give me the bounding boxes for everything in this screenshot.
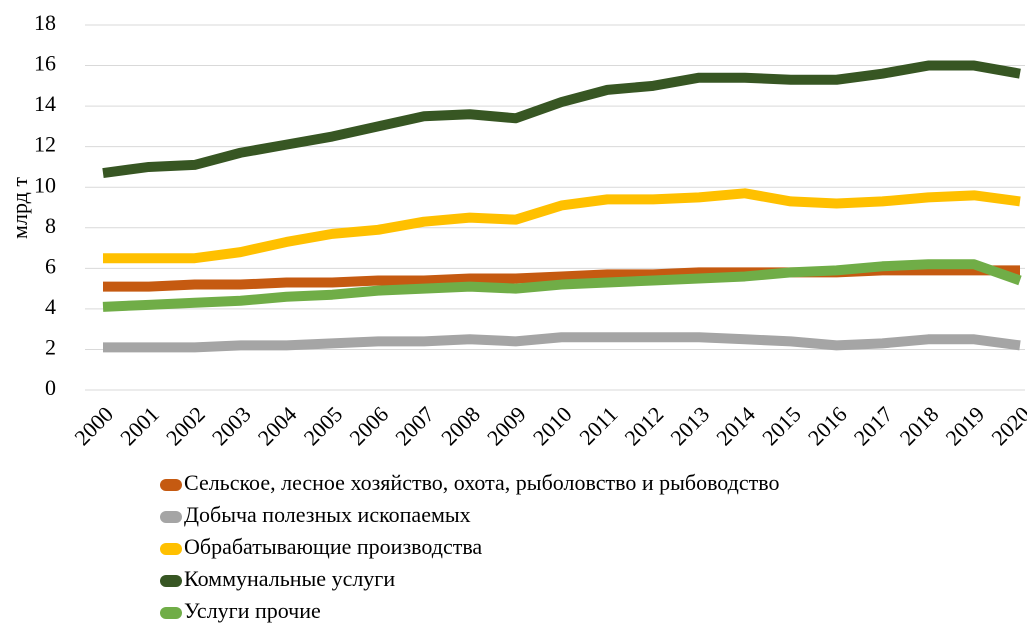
- x-tick-label: 2003: [207, 401, 256, 450]
- x-tick-label: 2006: [344, 401, 393, 450]
- x-tick-label: 2005: [299, 401, 348, 450]
- x-tick-label: 2016: [803, 401, 852, 450]
- y-tick-label: 10: [34, 172, 56, 197]
- series-line: [102, 259, 1022, 312]
- series-line: [102, 60, 1021, 178]
- legend-label: Добыча полезных ископаемых: [184, 502, 471, 527]
- series-line: [103, 188, 1021, 264]
- x-tick-label: 2013: [665, 401, 714, 450]
- x-tick-label: 2007: [390, 401, 439, 450]
- y-tick-label: 12: [34, 132, 56, 157]
- y-tick-label: 16: [34, 51, 56, 76]
- x-tick-label: 2019: [940, 401, 989, 450]
- x-tick-label: 2004: [253, 401, 302, 450]
- y-tick-label: 0: [45, 375, 56, 400]
- x-tick-label: 2002: [161, 401, 210, 450]
- y-tick-label: 14: [34, 91, 56, 116]
- legend-label: Услуги прочие: [184, 598, 321, 623]
- x-tick-label: 2011: [574, 401, 622, 449]
- x-tick-label: 2015: [757, 401, 806, 450]
- y-tick-label: 8: [45, 213, 56, 238]
- x-tick-label: 2000: [69, 401, 118, 450]
- x-tick-label: 2008: [436, 401, 485, 450]
- x-tick-label: 2014: [711, 401, 760, 450]
- x-tick-label: 2020: [986, 401, 1027, 450]
- legend-label: Сельское, лесное хозяйство, охота, рыбол…: [184, 470, 779, 495]
- y-tick-label: 2: [45, 334, 56, 359]
- y-tick-label: 6: [45, 253, 56, 278]
- x-tick-label: 2009: [482, 401, 531, 450]
- series-line: [103, 332, 1021, 353]
- y-tick-label: 18: [34, 10, 56, 35]
- y-tick-label: 4: [45, 294, 56, 319]
- legend-label: Коммунальные услуги: [184, 566, 395, 591]
- x-tick-label: 2001: [115, 401, 164, 450]
- legend-label: Обрабатывающие производства: [184, 534, 482, 559]
- x-tick-label: 2012: [620, 401, 669, 450]
- y-axis-label: млрд т: [7, 177, 32, 239]
- x-tick-label: 2017: [849, 401, 898, 450]
- x-tick-label: 2010: [528, 401, 577, 450]
- x-tick-label: 2018: [895, 401, 944, 450]
